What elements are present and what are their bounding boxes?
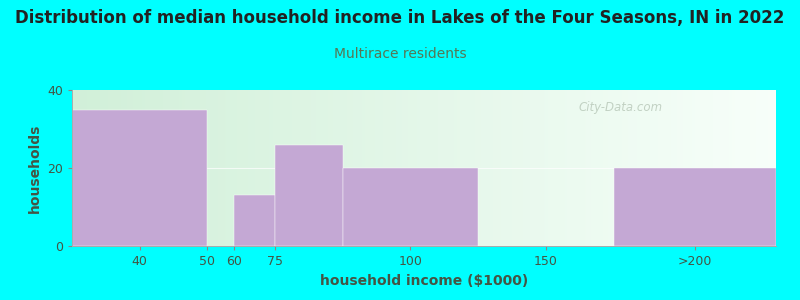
Bar	[275, 145, 342, 246]
Bar	[234, 195, 275, 246]
Text: Distribution of median household income in Lakes of the Four Seasons, IN in 2022: Distribution of median household income …	[15, 9, 785, 27]
Y-axis label: households: households	[27, 123, 42, 213]
Bar	[72, 110, 207, 246]
Text: Multirace residents: Multirace residents	[334, 46, 466, 61]
X-axis label: household income ($1000): household income ($1000)	[320, 274, 528, 288]
Bar	[342, 168, 478, 246]
Text: City-Data.com: City-Data.com	[579, 101, 663, 114]
Bar	[614, 168, 776, 246]
